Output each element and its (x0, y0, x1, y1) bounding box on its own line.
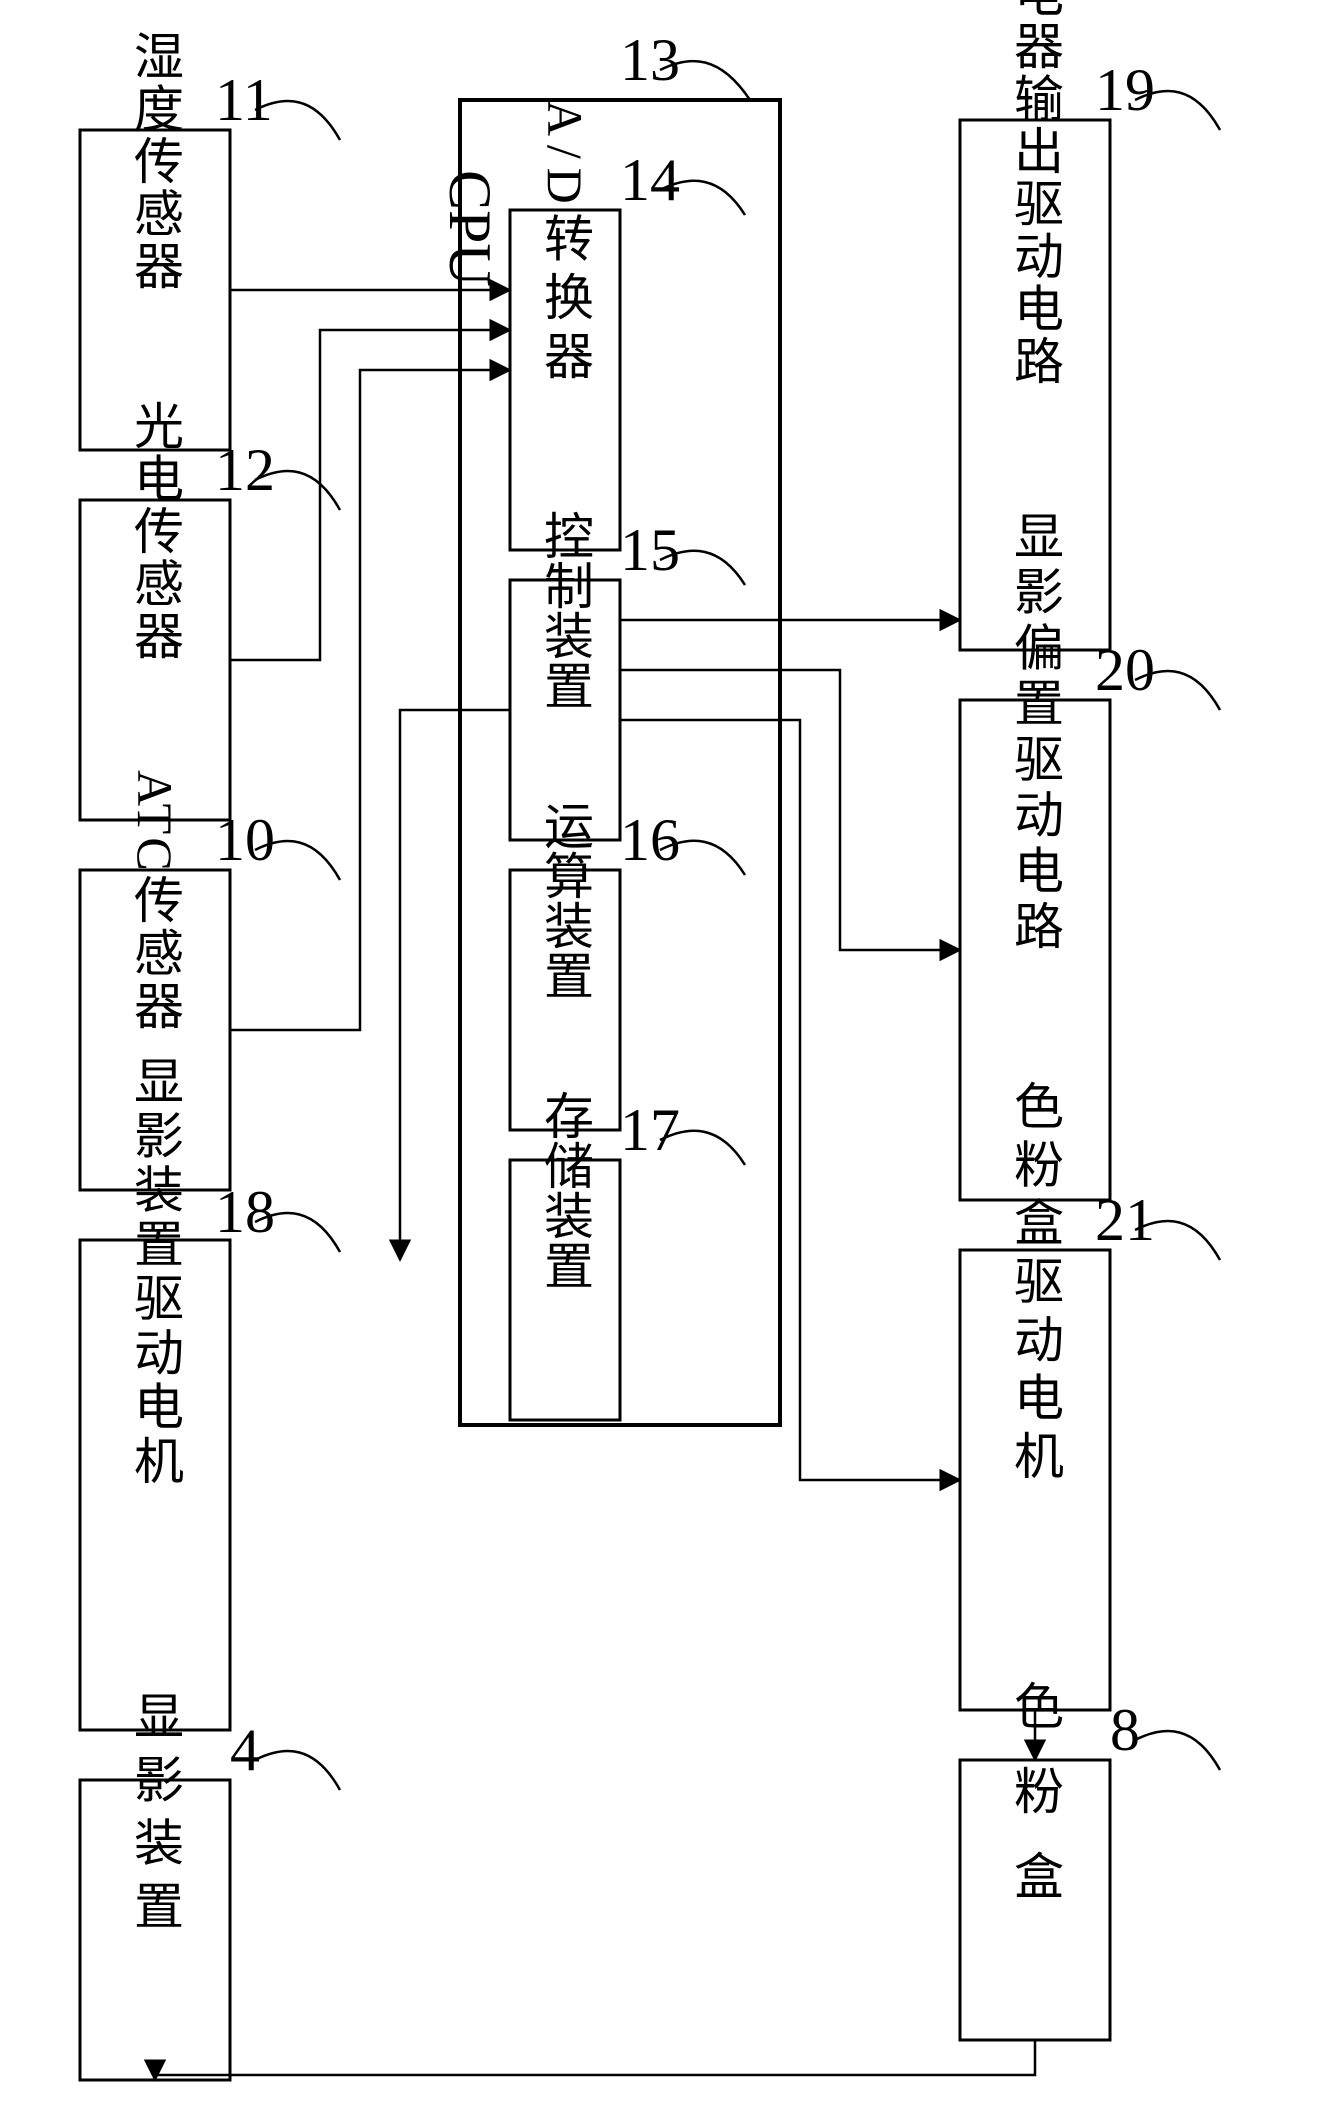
ref-num-13: 13 (620, 27, 680, 93)
ref-num-17: 17 (620, 1097, 680, 1163)
ref-num-19: 19 (1095, 57, 1155, 123)
block-label-devbias: 显影偏置驱动电路 (1007, 510, 1063, 950)
block-label-calc: 运算装置 (537, 800, 593, 1000)
ref-num-15: 15 (620, 517, 680, 583)
leader-4 (255, 1751, 340, 1790)
block-label-humidity: 湿度传感器 (127, 30, 184, 290)
ref-num-4: 4 (230, 1717, 260, 1783)
cpu-label: CPU (437, 170, 503, 287)
block-label-devmot: 显影装置驱动电机 (127, 1055, 183, 1485)
ref-num-11: 11 (215, 67, 273, 133)
block-label-ad: A/D转换器 (537, 100, 593, 380)
block-label-photo: 光电传感器 (127, 400, 184, 660)
block-label-atc: ATC传感器 (127, 770, 184, 1030)
ref-num-21: 21 (1095, 1187, 1155, 1253)
block-label-ctrl: 控制装置 (537, 510, 593, 710)
ref-num-10: 10 (215, 807, 275, 873)
wire-ctrl-devmot (400, 710, 510, 1260)
ref-num-12: 12 (215, 437, 275, 503)
block-diagram: CPU A/D转换器控制装置运算装置存储装置 湿度传感器光电传感器 ATC传感器显影装… (0, 0, 1324, 2115)
ref-num-18: 18 (215, 1179, 275, 1245)
ref-num-20: 20 (1095, 637, 1155, 703)
block-label-charger: 带电器输出驱动电路 (1007, 0, 1063, 385)
ref-num-16: 16 (620, 807, 680, 873)
ref-num-14: 14 (620, 147, 680, 213)
block-label-tonermot: 色粉盒驱动电机 (1007, 1080, 1063, 1480)
wire-tonerbox-devunit (155, 2040, 1035, 2080)
leader-8 (1135, 1731, 1220, 1770)
block-label-devunit: 显影装置 (127, 1690, 183, 1930)
ref-num-8: 8 (1110, 1697, 1140, 1763)
block-label-stor: 存储装置 (537, 1090, 593, 1290)
